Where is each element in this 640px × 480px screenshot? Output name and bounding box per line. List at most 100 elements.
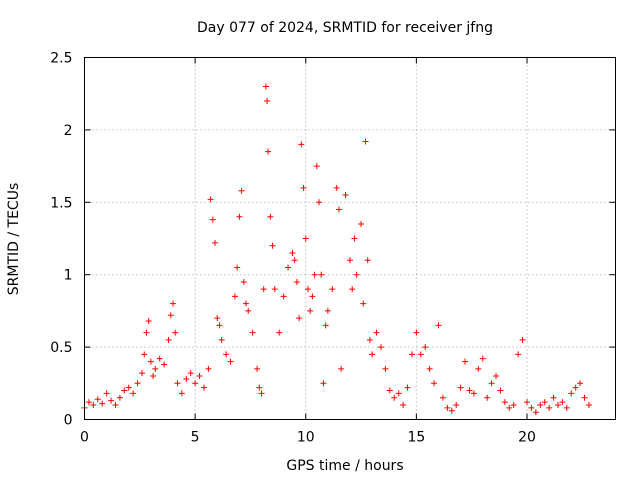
data-point <box>453 402 460 409</box>
data-point <box>134 380 141 387</box>
data-point <box>304 286 311 293</box>
data-point <box>462 358 469 365</box>
data-point <box>150 373 157 380</box>
data-point <box>116 394 123 401</box>
data-point <box>404 384 411 391</box>
data-point <box>435 322 442 329</box>
data-point <box>329 286 336 293</box>
data-point <box>324 307 331 314</box>
data-point <box>207 196 214 203</box>
data-point <box>192 380 199 387</box>
data-point <box>85 399 92 406</box>
data-point <box>218 336 225 343</box>
data-point <box>506 404 513 411</box>
data-point <box>335 206 342 213</box>
data-point <box>364 257 371 264</box>
axis-ticks: 0 0.5 1 1.5 2 2.5 0 5 10 15 20 <box>50 51 616 446</box>
data-point <box>234 264 241 271</box>
data-point <box>369 351 376 358</box>
data-point <box>212 239 219 246</box>
data-point <box>386 387 393 394</box>
data-point <box>145 318 152 325</box>
data-point <box>444 404 451 411</box>
data-point <box>413 329 420 336</box>
data-point <box>293 278 300 285</box>
data-point <box>391 394 398 401</box>
data-point <box>269 242 276 249</box>
data-point <box>227 358 234 365</box>
data-point <box>121 387 128 394</box>
plot-frame <box>84 57 616 420</box>
data-point <box>302 235 309 242</box>
data-point <box>550 394 557 401</box>
data-point <box>318 271 325 278</box>
data-point <box>563 404 570 411</box>
x-axis-label: GPS time / hours <box>286 458 403 474</box>
data-point <box>289 249 296 256</box>
data-point <box>143 329 150 336</box>
data-point <box>320 380 327 387</box>
data-point <box>431 380 438 387</box>
data-point <box>147 358 154 365</box>
y-tick-label: 0.5 <box>50 340 72 356</box>
data-point <box>470 390 477 397</box>
data-points <box>81 83 592 416</box>
data-point <box>172 329 179 336</box>
data-point <box>479 355 486 362</box>
data-point <box>300 184 307 191</box>
data-point <box>271 286 278 293</box>
data-point <box>362 138 369 145</box>
data-point <box>258 390 265 397</box>
data-point <box>395 390 402 397</box>
x-tick-label: 5 <box>191 430 200 446</box>
data-point <box>291 257 298 264</box>
data-point <box>519 336 526 343</box>
data-point <box>342 192 349 199</box>
data-point <box>457 384 464 391</box>
data-point <box>161 361 168 368</box>
chart-title: Day 077 of 2024, SRMTID for receiver jfn… <box>197 20 493 36</box>
data-point <box>497 387 504 394</box>
data-point <box>353 271 360 278</box>
data-point <box>130 390 137 397</box>
y-axis-label: SRMTID / TECUs <box>6 183 22 296</box>
data-point <box>280 293 287 300</box>
data-point <box>231 293 238 300</box>
data-point <box>493 373 500 380</box>
data-point <box>249 329 256 336</box>
data-point <box>209 216 216 223</box>
data-point <box>238 187 245 194</box>
data-point <box>358 221 365 228</box>
data-point <box>223 351 230 358</box>
data-point <box>265 148 272 155</box>
y-tick-label: 2 <box>64 123 73 139</box>
data-point <box>307 307 314 314</box>
data-point <box>585 402 592 409</box>
data-point <box>236 213 243 220</box>
data-point <box>311 271 318 278</box>
data-point <box>377 344 384 351</box>
data-point <box>488 380 495 387</box>
data-point <box>174 380 181 387</box>
data-point <box>170 300 176 307</box>
y-tick-label: 0 <box>64 413 73 429</box>
data-point <box>183 375 190 382</box>
data-point <box>240 278 247 285</box>
data-point <box>426 365 433 372</box>
data-point <box>196 373 203 380</box>
data-point <box>360 300 367 307</box>
data-point <box>125 384 132 391</box>
data-point <box>256 384 263 391</box>
data-point <box>165 336 172 343</box>
data-point <box>408 351 415 358</box>
data-point <box>349 286 356 293</box>
data-point <box>351 235 358 242</box>
x-tick-label: 10 <box>297 430 315 446</box>
data-point <box>167 312 174 319</box>
data-point <box>200 384 207 391</box>
data-point <box>94 396 101 403</box>
data-point <box>267 213 274 220</box>
data-point <box>422 344 429 351</box>
data-point <box>581 394 588 401</box>
data-point <box>296 315 303 322</box>
